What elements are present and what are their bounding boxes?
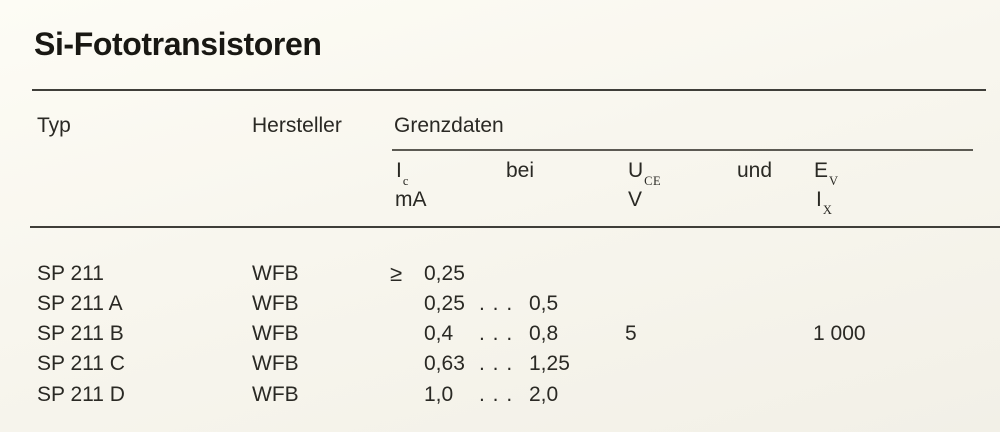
- cell-ic-prefix: ≥: [390, 261, 403, 286]
- column-header-typ: Typ: [37, 114, 71, 137]
- ev-symbol: E: [814, 159, 829, 182]
- ix-symbol: I: [816, 188, 822, 211]
- ev-subscript: V: [829, 174, 839, 189]
- cell-hersteller: WFB: [252, 262, 299, 285]
- cell-ic-dots: . . .: [479, 292, 514, 315]
- subheader-ic-unit: mA: [395, 188, 427, 211]
- cell-ic-min: 0,25: [424, 262, 465, 285]
- subheader-ic: Ic: [396, 159, 408, 187]
- top-divider: [32, 89, 986, 91]
- cell-ic-max: 1,25: [529, 352, 570, 375]
- cell-ic-min: 0,4: [424, 322, 454, 345]
- cell-hersteller: WFB: [252, 292, 299, 315]
- cell-ic-max: 0,5: [529, 292, 559, 315]
- cell-ic-dots: . . .: [479, 322, 514, 345]
- cell-hersteller: WFB: [252, 352, 299, 375]
- uce-subscript: CE: [644, 174, 662, 189]
- subheader-bei: bei: [506, 159, 535, 182]
- subheader-uce: UCE: [628, 159, 661, 187]
- subheader-ev: EV: [814, 159, 838, 187]
- ic-subscript: c: [402, 174, 409, 189]
- cell-ic-max: 2,0: [529, 383, 559, 406]
- cell-ic-min: 1,0: [424, 383, 454, 406]
- table-row: SP 211 C WFB 0,63 . . . 1,25: [0, 352, 1000, 378]
- uce-symbol: U: [628, 159, 644, 182]
- subheader-und: und: [737, 159, 773, 182]
- cell-ic-min: 0,25: [424, 292, 465, 315]
- header-body-divider: [30, 226, 1000, 228]
- cell-typ: SP 211 A: [37, 292, 123, 315]
- cell-ic-dots: . . .: [479, 383, 514, 406]
- table-row: SP 211 WFB ≥ 0,25: [0, 262, 1000, 288]
- cell-hersteller: WFB: [252, 322, 299, 345]
- cell-hersteller: WFB: [252, 383, 299, 406]
- grenzdaten-divider: [392, 149, 973, 151]
- table-row: SP 211 D WFB 1,0 . . . 2,0: [0, 383, 1000, 409]
- column-header-grenzdaten: Grenzdaten: [394, 114, 504, 137]
- subheader-ix: IX: [816, 188, 832, 216]
- ix-subscript: X: [822, 203, 833, 218]
- ic-symbol: I: [396, 159, 402, 182]
- cell-ev: 1 000: [813, 322, 866, 345]
- cell-ic-dots: . . .: [479, 352, 514, 375]
- cell-uce: 5: [625, 322, 637, 345]
- table-row: SP 211 B WFB 0,4 . . . 0,8 5 1 000: [0, 322, 1000, 348]
- cell-typ: SP 211 B: [37, 322, 124, 345]
- cell-typ: SP 211: [37, 262, 104, 285]
- table-row: SP 211 A WFB 0,25 . . . 0,5: [0, 292, 1000, 318]
- cell-ic-min: 0,63: [424, 352, 465, 375]
- cell-typ: SP 211 D: [37, 383, 125, 406]
- subheader-uce-unit: V: [628, 188, 643, 211]
- column-header-hersteller: Hersteller: [252, 114, 342, 137]
- cell-ic-max: 0,8: [529, 322, 559, 345]
- page-title: Si-Fototransistoren: [34, 26, 322, 62]
- cell-typ: SP 211 C: [37, 352, 125, 375]
